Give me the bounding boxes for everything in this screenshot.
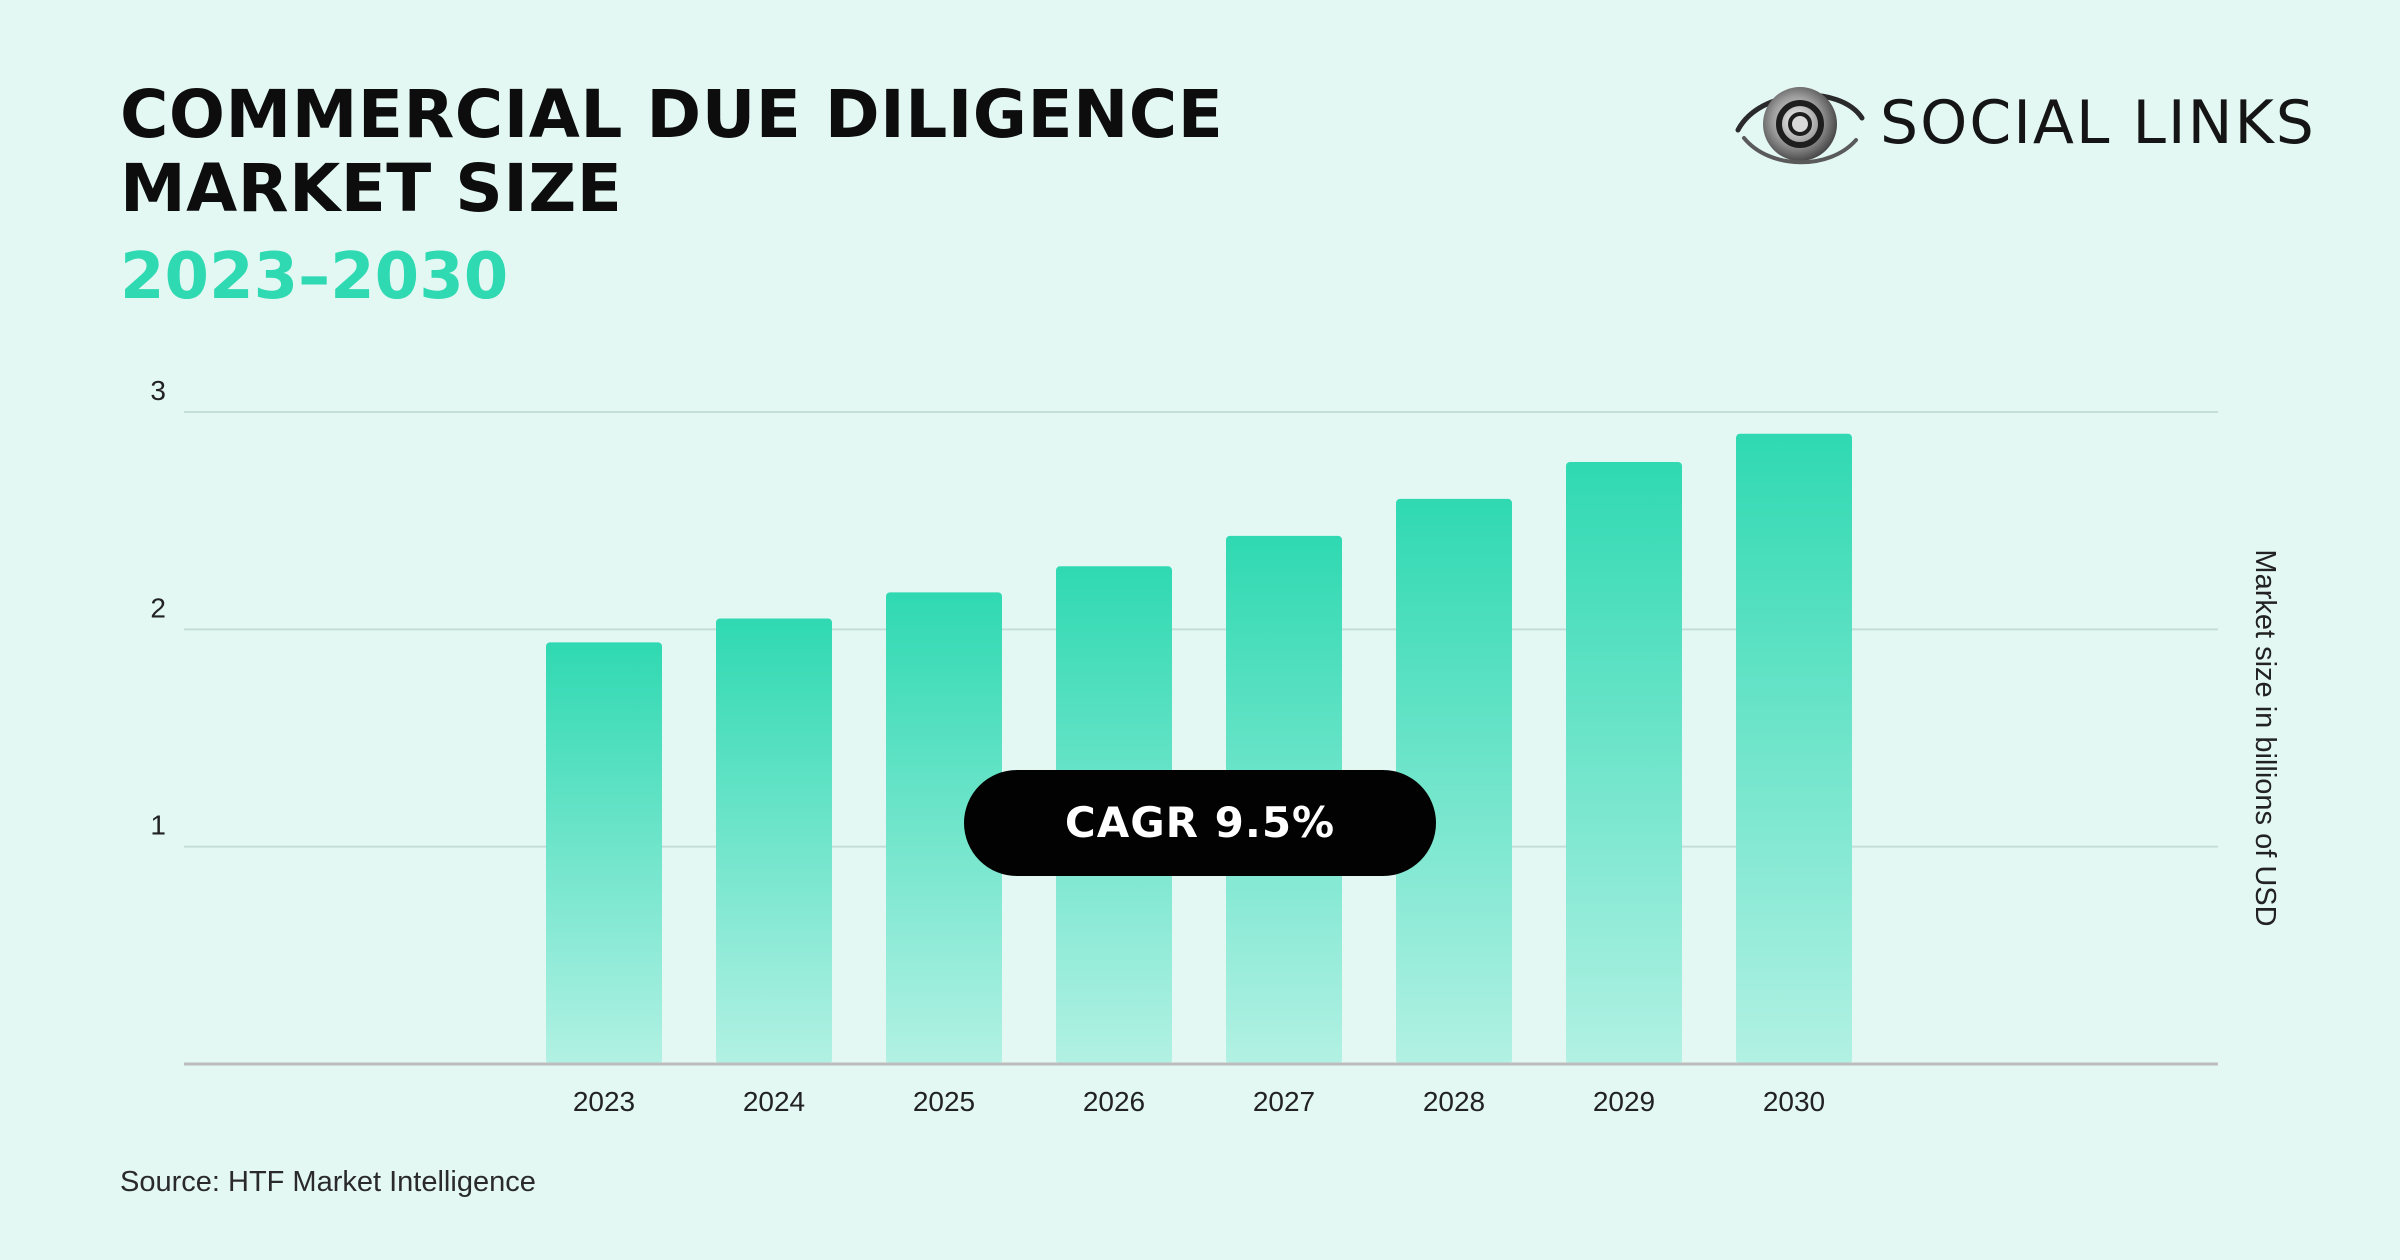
x-tick-label: 2023: [573, 1086, 635, 1117]
bar-2029: [1566, 461, 1682, 1064]
x-tick-label: 2027: [1253, 1086, 1315, 1117]
bar-2025: [886, 592, 1002, 1064]
logo-text: SOCIAL LINKS: [1880, 88, 2316, 158]
bar-2024: [716, 618, 832, 1064]
x-tick-label: 2025: [913, 1086, 975, 1117]
eye-logo-icon: [1735, 87, 1865, 165]
social-links-logo: SOCIAL LINKS: [1730, 78, 2314, 168]
x-tick-label: 2030: [1763, 1086, 1825, 1117]
y-tick-label: 1: [150, 810, 166, 841]
bar-2023: [546, 642, 662, 1064]
bar-2030: [1736, 433, 1852, 1064]
y-axis-title: Market size in billions of USD: [2249, 549, 2281, 926]
axes: 1 2 3 2023 2024 2025 2026 2027 2028 2029 2030 Marke…: [150, 375, 2281, 1117]
x-tick-label: 2024: [743, 1086, 805, 1117]
x-tick-label: 2028: [1423, 1086, 1485, 1117]
y-tick-label: 3: [150, 375, 166, 406]
source-note: Source: HTF Market Intelligence: [120, 1166, 536, 1198]
x-tick-label: 2029: [1593, 1086, 1655, 1117]
bars: [546, 433, 1852, 1064]
chart-title-line-2: MARKET SIZE: [120, 150, 623, 227]
y-tick-label: 2: [150, 592, 166, 623]
cagr-badge: CAGR 9.5%: [964, 770, 1436, 876]
chart-title-line-1: COMMERCIAL DUE DILIGENCE: [120, 76, 1224, 153]
bar-2028: [1396, 498, 1512, 1064]
chart-title: COMMERCIAL DUE DILIGENCE MARKET SIZE: [120, 78, 1223, 226]
x-tick-label: 2026: [1083, 1086, 1145, 1117]
chart-subtitle: 2023–2030: [120, 240, 509, 314]
